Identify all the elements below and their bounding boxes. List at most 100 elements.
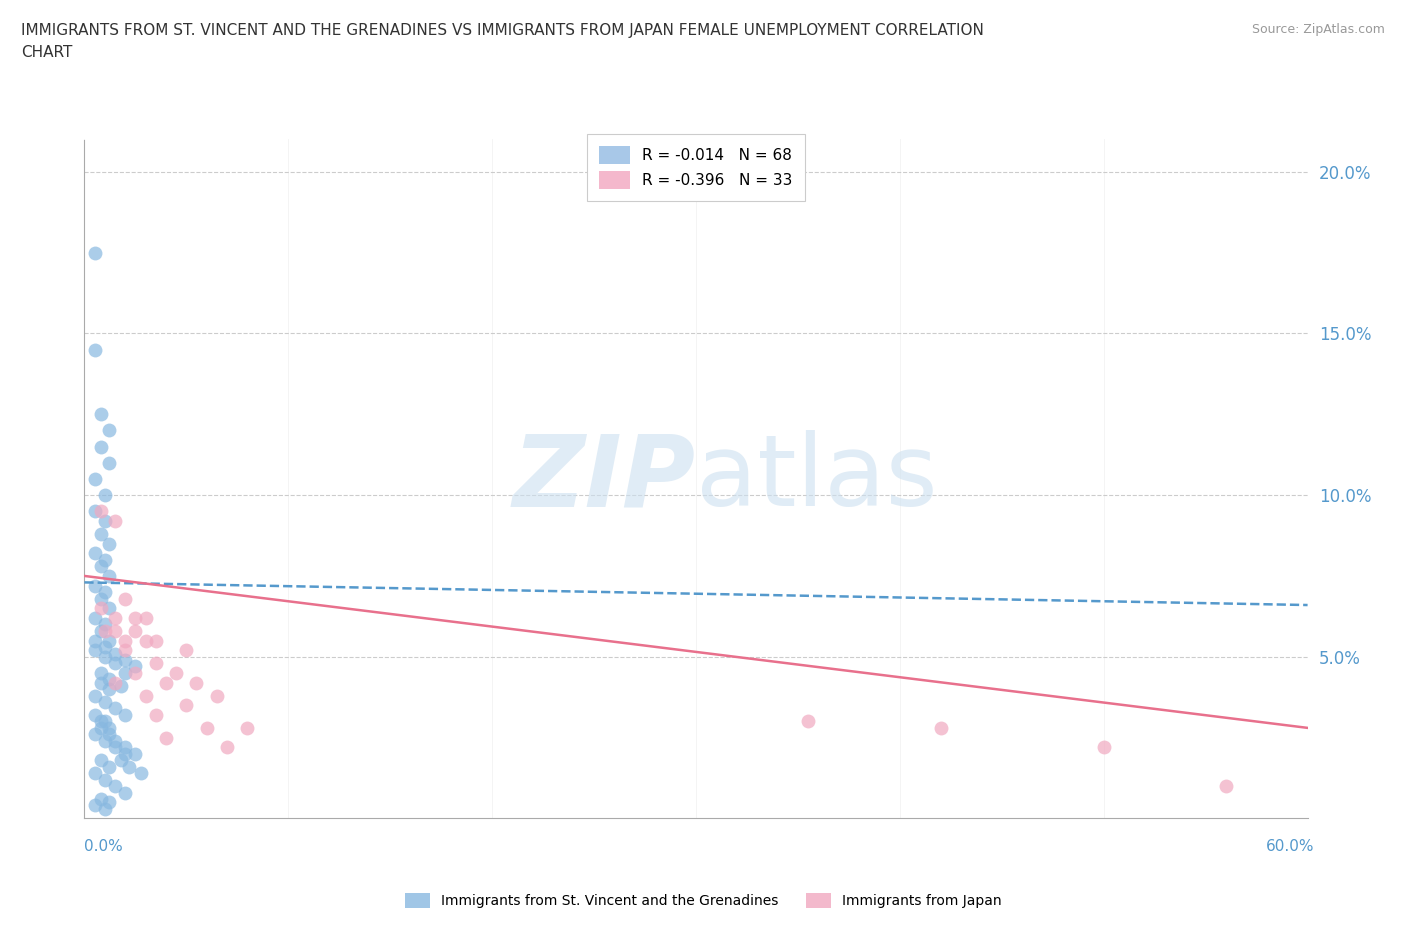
Point [90,623,112,638]
Point [929,721,952,736]
Point [93,734,117,749]
Point [93,617,117,631]
Point [83,688,105,703]
Point [195,721,218,736]
Legend: Immigrants from St. Vincent and the Grenadines, Immigrants from Japan: Immigrants from St. Vincent and the Gren… [399,888,1007,914]
Point [1215,778,1237,793]
Point [83,643,105,658]
Point [97,601,120,616]
Point [118,759,141,774]
Point [93,802,117,817]
Point [97,727,120,742]
Point [104,646,127,661]
Point [97,456,120,471]
Point [176,698,198,712]
Point [97,682,120,697]
Text: IMMIGRANTS FROM ST. VINCENT AND THE GRENADINES VS IMMIGRANTS FROM JAPAN FEMALE U: IMMIGRANTS FROM ST. VINCENT AND THE GREN… [21,23,984,38]
Point [90,752,112,767]
Point [124,746,146,761]
Point [97,537,120,551]
Point [124,659,146,674]
Point [97,759,120,774]
Point [93,714,117,729]
Point [236,721,259,736]
Text: 0.0%: 0.0% [84,839,124,854]
Point [114,746,136,761]
Point [83,504,105,519]
Point [97,633,120,648]
Point [83,246,105,260]
Point [124,610,146,625]
Point [93,772,117,787]
Point [104,778,127,793]
Point [145,656,167,671]
Point [83,633,105,648]
Point [97,721,120,736]
Point [83,342,105,357]
Point [93,513,117,528]
Text: atlas: atlas [696,431,938,527]
Point [217,740,239,755]
Legend: R = -0.014   N = 68, R = -0.396   N = 33: R = -0.014 N = 68, R = -0.396 N = 33 [588,134,804,202]
Point [93,623,117,638]
Point [90,504,112,519]
Point [93,552,117,567]
Point [104,734,127,749]
Point [83,546,105,561]
Point [93,640,117,655]
Point [145,633,167,648]
Point [93,585,117,600]
Point [93,487,117,502]
Point [176,643,198,658]
Point [90,791,112,806]
Point [83,708,105,723]
Point [90,439,112,454]
Point [135,610,157,625]
Text: ZIP: ZIP [513,431,696,527]
Point [155,730,177,745]
Point [90,406,112,421]
Point [90,675,112,690]
Text: 60.0%: 60.0% [1267,839,1315,854]
Point [205,688,228,703]
Point [114,740,136,755]
Point [90,526,112,541]
Point [90,591,112,606]
Point [83,727,105,742]
Point [97,795,120,810]
Point [797,714,820,729]
Point [90,666,112,681]
Point [104,656,127,671]
Point [131,765,153,780]
Point [186,675,208,690]
Point [104,513,127,528]
Point [90,714,112,729]
Point [97,568,120,583]
Point [90,559,112,574]
Point [93,649,117,664]
Point [83,765,105,780]
Point [110,678,132,693]
Point [124,666,146,681]
Text: CHART: CHART [21,45,73,60]
Point [135,633,157,648]
Point [114,643,136,658]
Point [93,695,117,710]
Point [90,721,112,736]
Point [104,610,127,625]
Point [114,785,136,800]
Point [83,472,105,486]
Point [104,701,127,716]
Point [110,752,132,767]
Point [1092,740,1115,755]
Point [104,740,127,755]
Point [145,708,167,723]
Point [83,610,105,625]
Text: Source: ZipAtlas.com: Source: ZipAtlas.com [1251,23,1385,36]
Point [104,675,127,690]
Point [114,708,136,723]
Point [114,666,136,681]
Point [114,591,136,606]
Point [83,578,105,593]
Point [124,623,146,638]
